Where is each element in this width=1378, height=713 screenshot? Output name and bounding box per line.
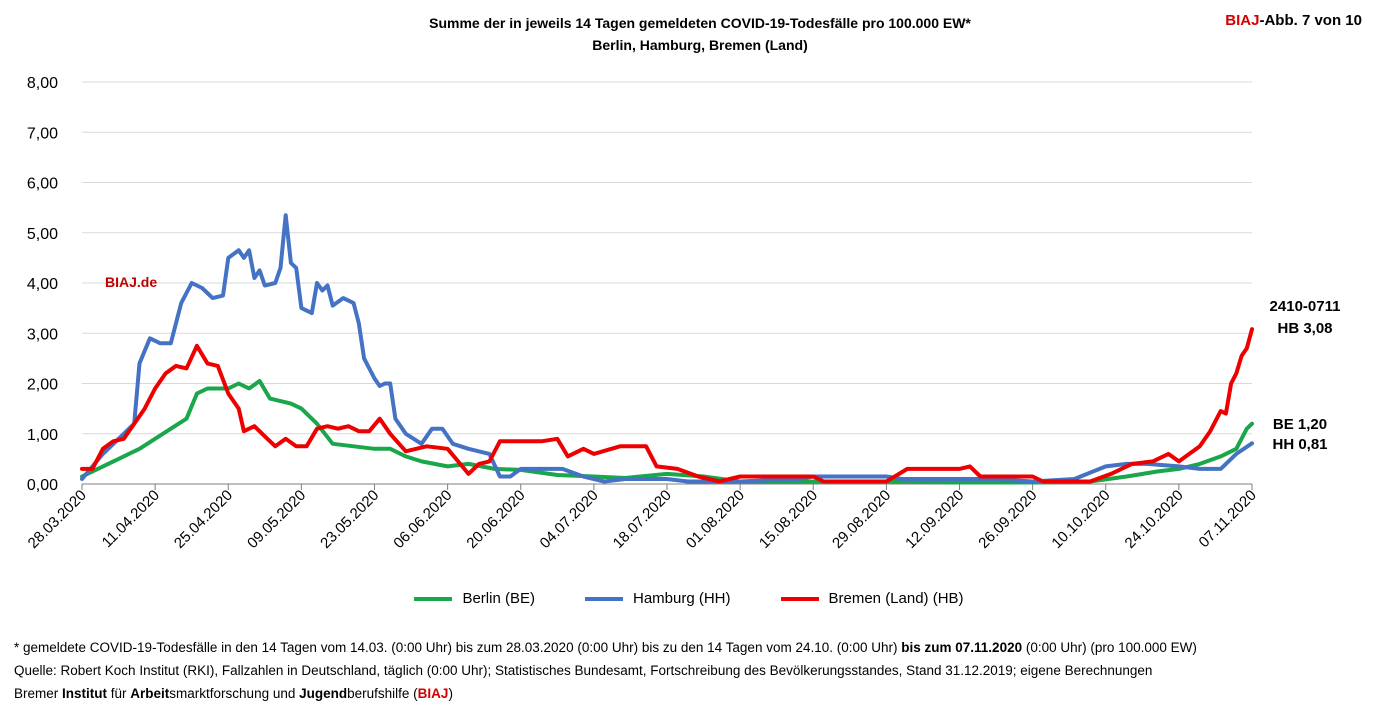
y-tick-label: 5,00	[27, 226, 58, 243]
series-line-bremen	[80, 327, 1254, 484]
annotation-code: 2410-0711	[1270, 298, 1341, 315]
x-tick-label: 15.08.2020	[756, 487, 821, 552]
legend-label-bremen: Bremen (Land) (HB)	[828, 590, 964, 607]
y-tick-label: 2,00	[27, 377, 58, 394]
x-tick-label: 26.09.2020	[975, 487, 1040, 552]
footnote-definition: * gemeldete COVID-19-Todesfälle in den 1…	[14, 636, 1197, 659]
x-tick-label: 20.06.2020	[463, 487, 528, 552]
footnotes: * gemeldete COVID-19-Todesfälle in den 1…	[14, 636, 1197, 705]
figure-badge: BIAJ-Abb. 7 von 10	[1225, 12, 1362, 29]
footnote-text-a: * gemeldete COVID-19-Todesfälle in den 1…	[14, 640, 902, 655]
x-tick-label: 11.04.2020	[99, 487, 163, 551]
x-tick-label: 12.09.2020	[902, 487, 967, 552]
x-tick-label: 18.07.2020	[610, 487, 675, 552]
legend-swatch-bremen	[780, 596, 819, 601]
annotation-hb: HB 3,08	[1277, 320, 1332, 337]
title-line-1: Summe der in jeweils 14 Tagen gemeldeten…	[429, 15, 971, 31]
y-tick-label: 7,00	[27, 125, 58, 142]
legend-item-berlin: Berlin (BE)	[414, 590, 535, 607]
footnote-text-b: bis zum 07.11.2020	[901, 640, 1023, 655]
x-tick-label: 23.05.2020	[317, 487, 382, 552]
legend: Berlin (BE) Hamburg (HH) Bremen (Land) (…	[0, 590, 1378, 607]
legend-item-hamburg: Hamburg (HH)	[584, 590, 731, 607]
y-axis-ticks: 0,00 1,00 2,00 3,00 4,00 5,00 6,00 7,00 8,00	[27, 75, 58, 494]
footnote-source: Quelle: Robert Koch Institut (RKI), Fall…	[14, 663, 1153, 678]
legend-swatch-hamburg	[584, 596, 623, 601]
x-axis-ticks: 28.03.2020 11.04.2020 25.04.2020 09.05.2020…	[25, 484, 1260, 552]
x-tick-label: 01.08.2020	[683, 487, 748, 552]
series-line-hamburg	[80, 213, 1254, 484]
x-tick-label: 24.10.2020	[1122, 487, 1187, 552]
legend-swatch-berlin	[414, 596, 453, 601]
inst-2: Institut	[62, 686, 108, 701]
inst-9: )	[448, 686, 453, 701]
x-tick-label: 06.06.2020	[390, 487, 455, 552]
legend-label-berlin: Berlin (BE)	[462, 590, 535, 607]
footnote-text-c: (0:00 Uhr) (pro 100.000 EW)	[1022, 640, 1197, 655]
grid-lines	[82, 81, 1252, 485]
inst-4: Arbeit	[130, 686, 170, 701]
legend-label-hamburg: Hamburg (HH)	[632, 590, 731, 607]
x-tick-label: 10.10.2020	[1048, 487, 1113, 552]
inst-1: Bremer	[14, 686, 63, 701]
inst-8: BIAJ	[417, 686, 449, 701]
inst-6: Jugend	[299, 686, 348, 701]
annotation-be: BE 1,20	[1273, 416, 1327, 433]
legend-item-bremen: Bremen (Land) (HB)	[780, 590, 964, 607]
x-tick-label: 04.07.2020	[537, 487, 602, 552]
x-tick-label: 07.11.2020	[1196, 487, 1260, 551]
y-tick-label: 6,00	[27, 176, 58, 193]
footnote-institute: Bremer Institut für Arbeitsmarktforschun…	[14, 682, 1197, 705]
y-tick-label: 0,00	[27, 477, 58, 494]
x-tick-label: 25.04.2020	[171, 487, 236, 552]
series-line-berlin	[80, 379, 1254, 485]
watermark: BIAJ.de	[105, 274, 157, 290]
y-tick-label: 1,00	[27, 427, 58, 444]
badge-figure-number: -Abb. 7 von 10	[1259, 12, 1362, 29]
x-tick-label: 09.05.2020	[244, 487, 309, 552]
inst-7: berufshilfe (	[347, 686, 418, 701]
y-tick-label: 8,00	[27, 75, 58, 92]
badge-biaj: BIAJ	[1225, 12, 1260, 29]
x-tick-label: 28.03.2020	[25, 487, 90, 552]
series-lines	[80, 213, 1254, 485]
annotation-hh: HH 0,81	[1272, 436, 1327, 453]
inst-3: für	[107, 686, 131, 701]
y-tick-label: 3,00	[27, 326, 58, 343]
x-tick-label: 29.08.2020	[829, 487, 894, 552]
chart-title: Summe der in jeweils 14 Tagen gemeldeten…	[300, 12, 1100, 56]
title-line-2: Berlin, Hamburg, Bremen (Land)	[592, 37, 808, 53]
inst-5: smarktforschung und	[169, 686, 300, 701]
y-tick-label: 4,00	[27, 276, 58, 293]
